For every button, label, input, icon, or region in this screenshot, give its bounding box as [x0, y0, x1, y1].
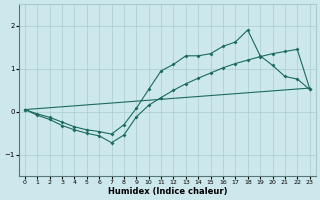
X-axis label: Humidex (Indice chaleur): Humidex (Indice chaleur) [108, 187, 227, 196]
